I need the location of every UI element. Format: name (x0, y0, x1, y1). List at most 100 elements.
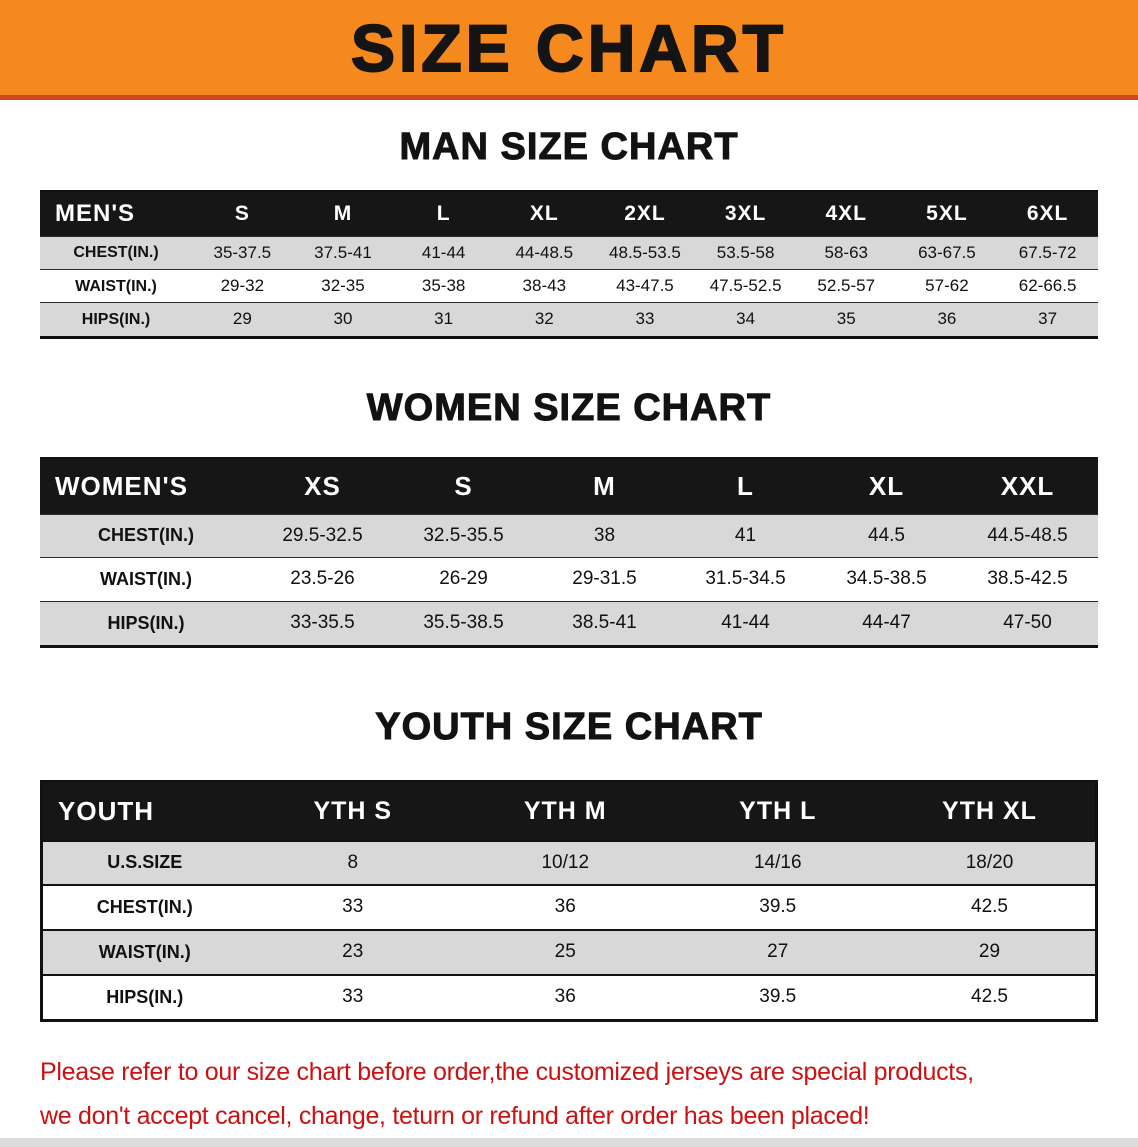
size-value-cell: 52.5-57 (795, 269, 897, 303)
size-value-cell: 58-63 (795, 235, 897, 270)
size-value-cell: 44.5-48.5 (957, 513, 1098, 558)
size-value-cell: 35.5-38.5 (393, 601, 534, 647)
size-value-cell: 26-29 (393, 557, 534, 602)
size-value-cell: 39.5 (671, 884, 884, 931)
table-title-cell: MEN'S (40, 190, 192, 237)
size-value-cell: 42.5 (884, 974, 1097, 1021)
size-value-cell: 25 (459, 929, 672, 976)
banner: SIZE CHART (0, 0, 1138, 100)
size-column-header: YTH M (459, 781, 672, 841)
row-label-cell: HIPS(IN.) (41, 974, 247, 1021)
size-value-cell: 29-31.5 (534, 557, 675, 602)
size-value-cell: 29.5-32.5 (252, 513, 393, 558)
size-value-cell: 41-44 (675, 601, 816, 647)
size-value-cell: 67.5-72 (997, 235, 1098, 270)
size-value-cell: 36 (459, 884, 672, 931)
measurement-row: HIPS(IN.) 33-35.5 35.5-38.5 38.5-41 41-44 44-… (40, 601, 1098, 647)
size-value-cell: 32.5-35.5 (393, 513, 534, 558)
size-value-cell: 23.5-26 (252, 557, 393, 602)
size-value-cell: 10/12 (459, 839, 672, 886)
bottom-strip (0, 1137, 1138, 1147)
size-column-header: S (393, 457, 534, 515)
table-header-row: MEN'S S M L XL 2XL 3XL 4XL 5XL 6XL (40, 190, 1098, 237)
women-size-table: WOMEN'S XS S M L XL XXL CHEST(IN.) 29.5-32.5 32.5… (40, 456, 1098, 648)
disclaimer-line-2: we don't accept cancel, change, teturn o… (40, 1101, 870, 1130)
size-value-cell: 33 (246, 974, 459, 1021)
size-value-cell: 35-38 (393, 269, 494, 303)
size-value-cell: 37 (997, 302, 1098, 338)
size-column-header: 3XL (695, 190, 796, 237)
disclaimer-line-1: Please refer to our size chart before or… (40, 1057, 974, 1086)
size-value-cell: 42.5 (884, 884, 1097, 931)
size-column-header: S (192, 190, 293, 237)
measurement-row: WAIST(IN.) 23 25 27 29 (41, 929, 1097, 976)
size-value-cell: 33 (594, 302, 696, 338)
measurement-row: WAIST(IN.) 29-32 32-35 35-38 38-43 43-47.5 47.… (40, 269, 1098, 303)
size-value-cell: 35-37.5 (192, 235, 293, 270)
table-header-row: WOMEN'S XS S M L XL XXL (40, 457, 1098, 515)
size-value-cell: 32-35 (292, 269, 394, 303)
men-size-table: MEN'S S M L XL 2XL 3XL 4XL 5XL 6XL CHEST(IN.) 35-37… (40, 189, 1098, 339)
row-label-cell: CHEST(IN.) (40, 513, 252, 558)
size-value-cell: 44-48.5 (493, 235, 595, 270)
disclaimer: Please refer to our size chart before or… (40, 1050, 1098, 1138)
row-label-cell: CHEST(IN.) (40, 235, 192, 270)
size-value-cell: 48.5-53.5 (594, 235, 696, 270)
youth-size-table: YOUTH YTH S YTH M YTH L YTH XL U.S.SIZE 8 10/12… (40, 779, 1098, 1022)
size-column-header: XXL (957, 457, 1098, 515)
size-value-cell: 43-47.5 (594, 269, 696, 303)
row-label-cell: HIPS(IN.) (40, 601, 252, 647)
row-label-cell: WAIST(IN.) (40, 557, 252, 602)
size-value-cell: 27 (671, 929, 884, 976)
size-value-cell: 18/20 (884, 839, 1097, 886)
table-title-cell: WOMEN'S (40, 457, 252, 515)
size-value-cell: 23 (246, 929, 459, 976)
size-value-cell: 36 (459, 974, 672, 1021)
size-value-cell: 44.5 (816, 513, 957, 558)
size-value-cell: 8 (246, 839, 459, 886)
women-section-heading: WOMEN SIZE CHART (366, 386, 772, 429)
size-value-cell: 30 (292, 302, 394, 338)
size-value-cell: 14/16 (671, 839, 884, 886)
size-value-cell: 38 (534, 513, 675, 558)
size-value-cell: 34.5-38.5 (816, 557, 957, 602)
youth-size-section: YOUTH SIZE CHART YOUTH YTH S YTH M YTH L YTH… (0, 648, 1138, 1022)
size-value-cell: 53.5-58 (695, 235, 796, 270)
measurement-row: HIPS(IN.) 29 30 31 32 33 34 35 36 37 (40, 302, 1098, 338)
size-column-header: XL (816, 457, 957, 515)
youth-section-heading: YOUTH SIZE CHART (375, 705, 763, 748)
row-label-cell: U.S.SIZE (41, 839, 247, 886)
size-value-cell: 29 (192, 302, 293, 338)
size-column-header: YTH S (246, 781, 459, 841)
page-title: SIZE CHART (350, 10, 787, 86)
men-size-section: MAN SIZE CHART MEN'S S M L XL 2XL 3XL 4XL 5XL 6XL… (0, 100, 1138, 339)
size-column-header: M (292, 190, 394, 237)
size-value-cell: 33 (246, 884, 459, 931)
size-column-header: 5XL (896, 190, 998, 237)
size-value-cell: 41 (675, 513, 816, 558)
size-column-header: L (675, 457, 816, 515)
size-column-header: YTH XL (884, 781, 1097, 841)
table-header-row: YOUTH YTH S YTH M YTH L YTH XL (41, 781, 1097, 841)
size-value-cell: 33-35.5 (252, 601, 393, 647)
size-column-header: 2XL (594, 190, 696, 237)
table-title-cell: YOUTH (41, 781, 247, 841)
size-value-cell: 63-67.5 (896, 235, 998, 270)
measurement-row: CHEST(IN.) 33 36 39.5 42.5 (41, 884, 1097, 931)
row-label-cell: WAIST(IN.) (41, 929, 247, 976)
size-value-cell: 62-66.5 (997, 269, 1098, 303)
size-value-cell: 38.5-42.5 (957, 557, 1098, 602)
size-column-header: M (534, 457, 675, 515)
measurement-row: WAIST(IN.) 23.5-26 26-29 29-31.5 31.5-34.5 34… (40, 557, 1098, 602)
size-column-header: 6XL (997, 190, 1098, 237)
size-value-cell: 31.5-34.5 (675, 557, 816, 602)
size-value-cell: 31 (393, 302, 494, 338)
size-value-cell: 47-50 (957, 601, 1098, 647)
size-value-cell: 38.5-41 (534, 601, 675, 647)
size-column-header: XL (493, 190, 595, 237)
size-value-cell: 34 (695, 302, 796, 338)
size-value-cell: 37.5-41 (292, 235, 394, 270)
size-value-cell: 36 (896, 302, 998, 338)
size-value-cell: 57-62 (896, 269, 998, 303)
